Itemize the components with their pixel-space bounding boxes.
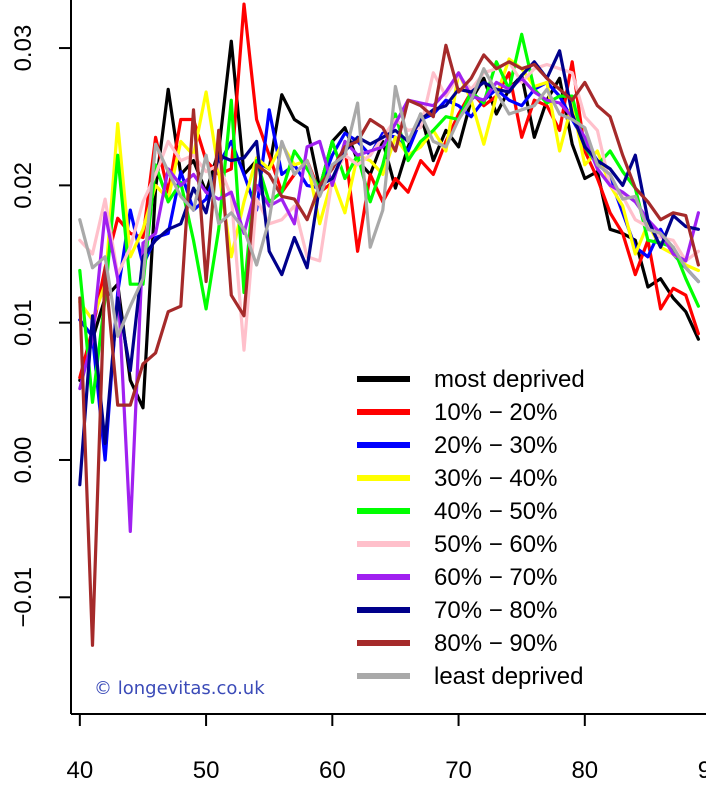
legend-label: 60% − 70% — [434, 564, 557, 591]
y-tick-label: −0.01 — [10, 567, 37, 628]
x-tick-label: 60 — [319, 757, 346, 784]
y-tick-label: 0.03 — [10, 25, 37, 72]
y-tick-label: 0.01 — [10, 299, 37, 346]
series-line-least-deprived — [78, 67, 701, 338]
x-tick-label: 40 — [66, 757, 93, 784]
legend-label: 70% − 80% — [434, 597, 557, 624]
legend-label: most deprived — [434, 366, 585, 393]
legend-label: 10% − 20% — [434, 399, 557, 426]
series-line-10-20- — [78, 2, 701, 380]
x-tick-label: 80 — [571, 757, 598, 784]
legend-label: 50% − 60% — [434, 531, 557, 558]
series-lines — [78, 2, 701, 647]
legend-label: least deprived — [434, 663, 583, 690]
axes: 40 50 60 70 80 90 −0.01 0.00 0.01 0.02 0.03 — [10, 0, 706, 784]
legend-label: 20% − 30% — [434, 432, 557, 459]
legend: most deprived 10% − 20% 20% − 30% 30% − 40%… — [357, 366, 585, 690]
watermark-text: © longevitas.co.uk — [94, 678, 265, 699]
y-tick-label: 0.00 — [10, 437, 37, 484]
legend-label: 40% − 50% — [434, 498, 557, 525]
x-tick-label: 50 — [193, 757, 220, 784]
legend-label: 30% − 40% — [434, 465, 557, 492]
y-tick-label: 0.02 — [10, 162, 37, 209]
x-tick-label: 70 — [445, 757, 472, 784]
legend-label: 80% − 90% — [434, 630, 557, 657]
x-tick-label: 90 — [698, 757, 706, 784]
series-line-50-60- — [78, 60, 701, 352]
